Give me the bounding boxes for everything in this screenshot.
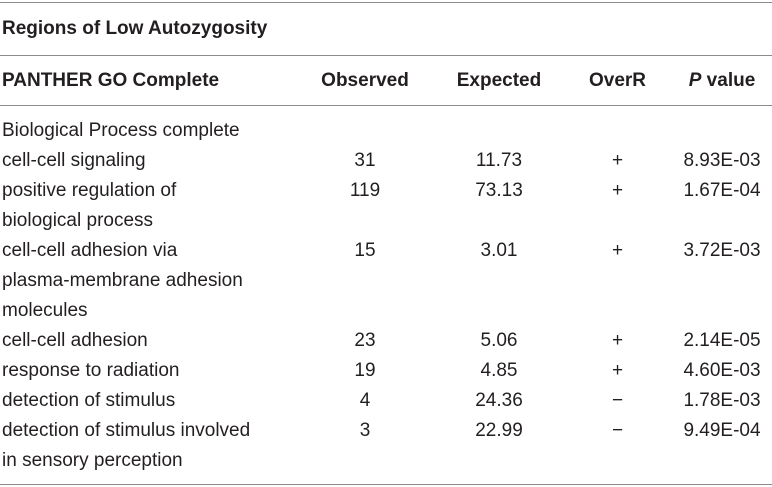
p-value: 8.93E-03 (683, 150, 761, 171)
overr-sign: − (611, 420, 624, 441)
section-label: Biological Process complete (2, 120, 240, 141)
observed-value: 31 (354, 150, 376, 171)
term-label: detection of stimulus (2, 390, 176, 411)
term-label: plasma-membrane adhesion (2, 270, 243, 291)
header-observed: Observed (321, 70, 409, 91)
p-value: 2.14E-05 (683, 330, 761, 351)
observed-value: 119 (349, 180, 381, 201)
overr-sign: + (611, 180, 624, 201)
p-value: 3.72E-03 (683, 240, 761, 261)
header-overr: OverR (588, 70, 647, 91)
observed-value: 4 (359, 390, 371, 411)
overr-sign: + (611, 150, 624, 171)
observed-value: 19 (354, 360, 376, 381)
table-title: Regions of Low Autozygosity (2, 18, 268, 39)
table-bottom-rule (0, 484, 772, 485)
expected-value: 4.85 (480, 360, 518, 381)
expected-value: 22.99 (475, 420, 523, 441)
term-label: cell-cell signaling (2, 150, 146, 171)
overr-sign: + (611, 330, 624, 351)
header-term: PANTHER GO Complete (2, 70, 220, 91)
term-label: positive regulation of (2, 180, 177, 201)
term-label: cell-cell adhesion (2, 330, 148, 351)
table-top-rule (0, 2, 772, 3)
expected-value: 11.73 (475, 150, 523, 171)
header-divider (0, 105, 772, 106)
expected-value: 5.06 (480, 330, 518, 351)
header-p-suffix: value (701, 70, 756, 91)
header-p-value: P value (672, 66, 772, 96)
p-value: 1.78E-03 (683, 390, 761, 411)
p-value: 4.60E-03 (683, 360, 761, 381)
observed-value: 23 (354, 330, 376, 351)
term-label: cell-cell adhesion via (2, 240, 178, 261)
overr-sign: + (611, 240, 624, 261)
observed-value: 3 (359, 420, 371, 441)
p-value: 9.49E-04 (683, 420, 761, 441)
term-label: in sensory perception (2, 450, 183, 471)
title-divider (0, 55, 772, 56)
header-p-letter: P (688, 70, 702, 91)
overr-sign: − (611, 390, 624, 411)
observed-value: 15 (354, 240, 376, 261)
term-label: detection of stimulus involved (2, 420, 251, 441)
header-expected: Expected (456, 70, 542, 91)
expected-value: 3.01 (480, 240, 518, 261)
term-label: biological process (2, 210, 154, 231)
expected-value: 24.36 (475, 390, 523, 411)
overr-sign: + (611, 360, 624, 381)
term-label: response to radiation (2, 360, 180, 381)
p-value: 1.67E-04 (683, 180, 761, 201)
term-label: molecules (2, 300, 88, 321)
expected-value: 73.13 (475, 180, 523, 201)
